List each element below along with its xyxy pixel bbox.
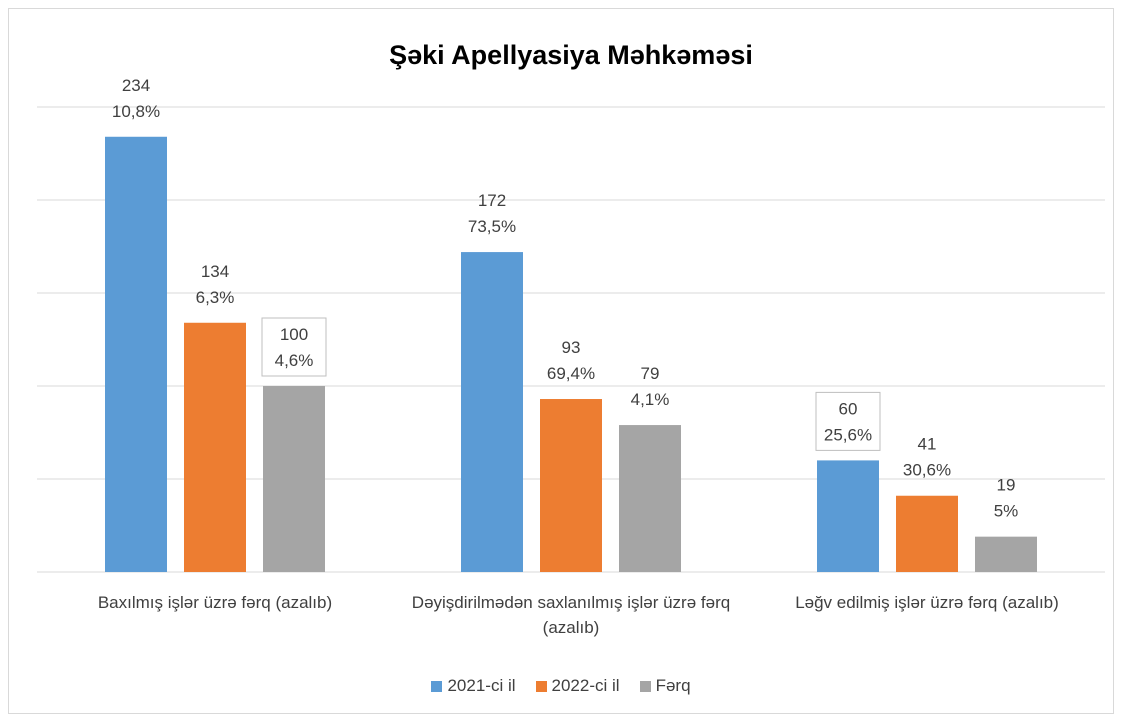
data-label: 41 [918, 435, 937, 454]
data-label: 100 [280, 325, 308, 344]
legend: 2021-ci il 2022-ci il Fərq [0, 676, 1122, 696]
bar [975, 536, 1037, 572]
legend-item: 2022-ci il [535, 676, 620, 696]
bar [461, 252, 523, 572]
label-box [261, 317, 327, 377]
data-label: 134 [201, 262, 229, 281]
data-label-percent: 30,6% [903, 461, 951, 480]
data-label-percent: 4,1% [631, 390, 670, 409]
legend-swatch [431, 680, 443, 692]
data-label: 79 [641, 364, 660, 383]
data-label: 234 [122, 76, 150, 95]
data-label: 93 [562, 338, 581, 357]
bar [817, 460, 879, 572]
data-label-percent: 25,6% [824, 425, 872, 444]
bar [896, 495, 958, 572]
legend-label: 2022-ci il [551, 676, 620, 695]
legend-label: Fərq [655, 676, 691, 695]
data-label: 60 [839, 399, 858, 418]
legend-item: 2021-ci il [431, 676, 516, 696]
x-tick-label: Dəyişdirilmədən saxlanılmış işlər üzrə f… [411, 593, 731, 637]
data-label-percent: 4,6% [275, 351, 314, 370]
chart-title: Şəki Apellyasiya Məhkəməsi [389, 40, 753, 70]
bar [105, 136, 167, 572]
data-label-percent: 73,5% [468, 217, 516, 236]
data-label-percent: 6,3% [196, 288, 235, 307]
bar [263, 386, 325, 572]
legend-swatch [639, 680, 651, 692]
legend-item: Fərq [639, 676, 691, 696]
data-label: 172 [478, 191, 506, 210]
data-label: 19 [997, 476, 1016, 495]
chart-border [8, 8, 1114, 714]
legend-label: 2021-ci il [447, 676, 516, 695]
data-label-percent: 69,4% [547, 364, 595, 383]
bar [540, 399, 602, 572]
x-tick-label: Ləğv edilmiş işlər üzrə fərq (azalıb) [795, 593, 1059, 612]
bar [184, 322, 246, 572]
data-label-percent: 5% [994, 502, 1019, 521]
x-tick-label: Baxılmış işlər üzrə fərq (azalıb) [97, 593, 333, 612]
legend-swatch [535, 680, 547, 692]
bar [619, 425, 681, 572]
data-label-percent: 10,8% [112, 102, 160, 121]
label-box [815, 391, 881, 451]
